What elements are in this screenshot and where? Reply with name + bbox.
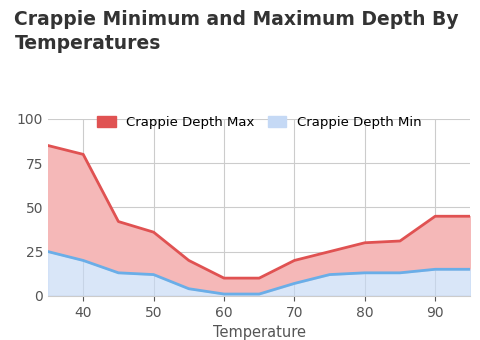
X-axis label: Temperature: Temperature bbox=[213, 325, 306, 340]
Legend: Crappie Depth Max, Crappie Depth Min: Crappie Depth Max, Crappie Depth Min bbox=[92, 110, 427, 134]
Text: Crappie Minimum and Maximum Depth By
Temperatures: Crappie Minimum and Maximum Depth By Tem… bbox=[14, 10, 459, 53]
